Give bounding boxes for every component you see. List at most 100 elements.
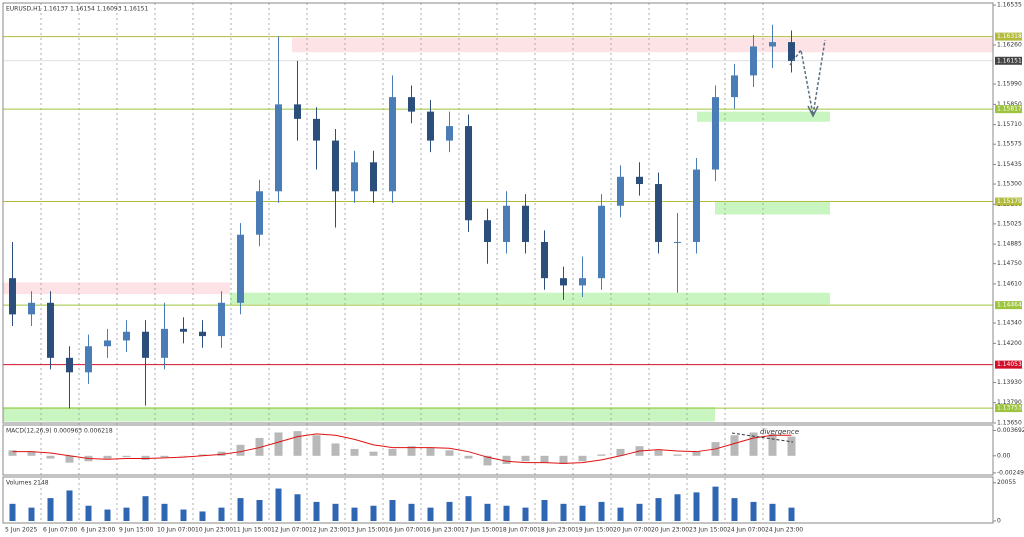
chart-title: EURUSD,H1 1.16137 1.16154 1.16093 1.1615… — [6, 6, 148, 13]
level-label-box — [995, 360, 1022, 369]
volume-bar — [180, 509, 187, 521]
volume-bar — [655, 498, 662, 521]
x-tick-label: 16 Jun 07:00 — [385, 527, 423, 534]
divergence-line — [731, 432, 794, 443]
volume-bar — [218, 507, 225, 521]
x-tick-label: 6 Jun 23:00 — [81, 527, 115, 534]
volume-bar — [541, 500, 548, 521]
volume-bar — [598, 501, 605, 521]
volume-bar — [674, 494, 681, 521]
macd-bar — [141, 455, 150, 460]
level-label-box — [995, 32, 1022, 41]
candle-body — [47, 302, 54, 358]
candle-body — [655, 184, 662, 242]
x-tick-label: 12 Jun 07:00 — [271, 527, 309, 534]
x-tick-label: 19 Jun 15:00 — [575, 527, 613, 534]
macd-bar — [559, 455, 568, 465]
y-tick-label: 0 — [997, 518, 1001, 525]
volume-bar — [294, 494, 301, 521]
x-tick-label: 10 Jun 07:00 — [157, 527, 195, 534]
macd-bar — [749, 432, 758, 456]
y-tick-label: 20055 — [997, 479, 1016, 486]
candle-body — [674, 241, 681, 243]
volume-bar — [408, 503, 415, 521]
level-label-box — [995, 301, 1022, 310]
macd-bar — [255, 437, 264, 456]
candle-body — [446, 126, 453, 141]
level-label: 1.15817 — [997, 106, 1022, 113]
macd-bar — [673, 454, 682, 456]
y-tick-label: 1.15850 — [997, 101, 1022, 108]
zone — [230, 292, 830, 305]
macd-bar — [217, 451, 226, 456]
volume-bar — [256, 500, 263, 521]
y-tick-label: 1.13930 — [997, 379, 1022, 386]
y-tick-label: 1.13650 — [997, 420, 1022, 427]
macd-bar — [483, 455, 492, 466]
macd-bar — [787, 436, 796, 456]
current-price-box — [995, 56, 1022, 65]
x-tick-label: 13 Jun 15:00 — [347, 527, 385, 534]
macd-bar — [388, 448, 397, 456]
macd-bar — [350, 448, 359, 456]
candle-body — [256, 191, 263, 235]
y-tick-label: 1.15435 — [997, 161, 1022, 168]
candle-body — [332, 140, 339, 192]
volume-bar — [9, 503, 16, 521]
macd-bar — [578, 455, 587, 462]
y-tick-label: 1.15990 — [997, 81, 1022, 88]
candle-body — [617, 176, 624, 206]
candle-body — [275, 104, 282, 192]
candle-body — [693, 169, 700, 242]
volume-bar — [712, 486, 719, 521]
candle-body — [769, 42, 776, 47]
candle-body — [408, 97, 415, 112]
volume-bar — [199, 511, 206, 521]
x-tick-label: 12 Jun 23:00 — [309, 527, 347, 534]
candle-body — [123, 331, 130, 341]
candle-body — [541, 241, 548, 279]
macd-bar — [616, 448, 625, 456]
macd-bar — [464, 455, 473, 459]
level-label: 1.15179 — [997, 198, 1022, 205]
volume-bar — [560, 503, 567, 521]
zone — [3, 407, 715, 422]
level-label: 1.14053 — [997, 361, 1022, 368]
x-tick-label: 23 Jun 15:00 — [689, 527, 727, 534]
volume-bar — [161, 503, 168, 521]
macd-bar — [540, 455, 549, 463]
y-tick-label: 1.15025 — [997, 220, 1022, 227]
macd-bar — [331, 443, 340, 456]
macd-bar — [8, 450, 17, 456]
macd-bar — [312, 435, 321, 456]
annotation: divergence — [760, 428, 799, 436]
macd-title: MACD(12,26,9) 0.000963 0.006218 — [6, 428, 113, 435]
candle-body — [237, 234, 244, 303]
y-tick-label: 1.14340 — [997, 320, 1022, 327]
macd-bar — [426, 447, 435, 456]
candle-body — [142, 331, 149, 358]
candle-body — [788, 42, 795, 61]
macd-bar — [445, 450, 454, 456]
volume-bar — [351, 507, 358, 521]
x-tick-label: 24 Jun 07:00 — [727, 527, 765, 534]
current-price-label: 1.16151 — [997, 57, 1022, 64]
zone — [3, 282, 230, 295]
volume-bar — [484, 503, 491, 521]
level-label-box — [995, 197, 1022, 206]
macd-bar — [730, 435, 739, 456]
macd-bar — [293, 431, 302, 456]
volume-bar — [237, 498, 244, 521]
candle-body — [351, 162, 358, 192]
macd-bar — [502, 455, 511, 465]
candle-body — [66, 357, 73, 373]
macd-bar — [103, 455, 112, 459]
macd-bar — [369, 451, 378, 456]
candle-body — [218, 302, 225, 337]
candle-body — [750, 46, 757, 76]
level-label: 1.16318 — [997, 33, 1022, 40]
y-tick-label: 1.15575 — [997, 141, 1022, 148]
candle-body — [313, 118, 320, 141]
macd-bar — [65, 455, 74, 463]
y-tick-label: 1.16535 — [997, 2, 1022, 9]
